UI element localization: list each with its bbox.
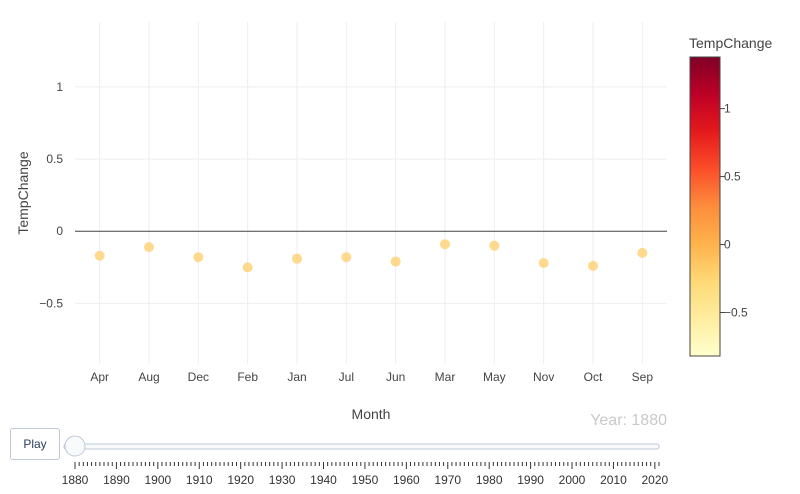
slider-label: 1980 — [476, 473, 503, 487]
data-point — [538, 257, 549, 268]
y-tick-label: 0.5 — [46, 152, 63, 166]
x-tick-label: Jun — [386, 370, 405, 384]
slider-label: 1940 — [310, 473, 337, 487]
x-tick-label: Aug — [138, 370, 159, 384]
x-tick-label: Dec — [188, 370, 209, 384]
slider-label: 1890 — [103, 473, 130, 487]
slider-label: 1900 — [144, 473, 171, 487]
slider-label: 1970 — [434, 473, 461, 487]
slider-label: 1930 — [269, 473, 296, 487]
x-axis-title: Month — [352, 406, 391, 422]
slider-handle[interactable] — [64, 435, 86, 457]
slider-label: 1910 — [186, 473, 213, 487]
data-point — [489, 240, 500, 251]
x-tick-label: Oct — [584, 370, 603, 384]
slider-label: 2000 — [559, 473, 586, 487]
slider-rail[interactable] — [63, 443, 660, 450]
data-point — [390, 256, 401, 267]
play-button[interactable]: Play — [10, 428, 60, 460]
x-tick-label: Apr — [90, 370, 109, 384]
x-tick-label: Nov — [533, 370, 554, 384]
data-point — [292, 253, 302, 264]
x-tick-label: May — [483, 370, 506, 384]
data-point — [440, 239, 450, 250]
y-tick-label: 1 — [56, 80, 63, 94]
data-point — [193, 252, 204, 263]
current-year-label: Year: 1880 — [590, 412, 667, 429]
slider-label: 1950 — [352, 473, 379, 487]
x-tick-label: Sep — [632, 370, 654, 384]
y-axis-title: TempChange — [15, 151, 31, 234]
colorbar-tick-label: −0.5 — [724, 306, 748, 320]
data-point — [94, 250, 105, 261]
slider-label: 2010 — [600, 473, 627, 487]
y-tick-label: −0.5 — [39, 296, 63, 310]
colorbar-title: TempChange — [689, 35, 772, 51]
data-point — [242, 262, 253, 273]
slider-label: 1920 — [227, 473, 254, 487]
colorbar-tick-label: 0 — [724, 238, 731, 252]
y-tick-label: 0 — [56, 224, 63, 238]
slider-label: 1880 — [62, 473, 89, 487]
x-tick-label: Jul — [339, 370, 354, 384]
colorbar — [689, 56, 721, 357]
slider-label: 2020 — [642, 473, 669, 487]
colorbar-tick-label: 1 — [724, 102, 731, 116]
data-point — [144, 242, 154, 253]
data-point — [588, 260, 598, 271]
data-point — [637, 247, 648, 258]
x-tick-label: Jan — [287, 370, 306, 384]
slider-label: 1990 — [517, 473, 544, 487]
colorbar-tick-label: 0.5 — [724, 170, 741, 184]
data-point — [341, 252, 352, 263]
slider-label: 1960 — [393, 473, 420, 487]
x-tick-label: Feb — [237, 370, 258, 384]
x-tick-label: Mar — [435, 370, 456, 384]
